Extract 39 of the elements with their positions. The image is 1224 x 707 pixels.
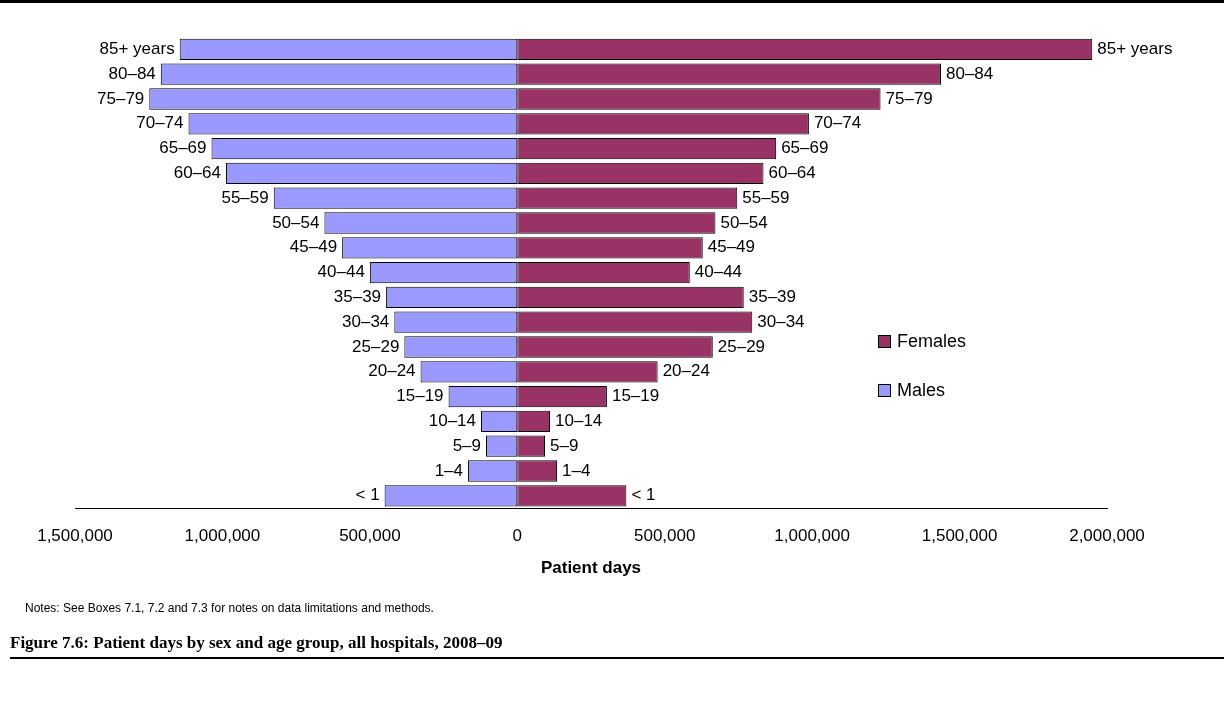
category-label: 25–29 <box>352 336 400 356</box>
legend-label: Females <box>897 331 967 352</box>
category-label: 70–74 <box>136 113 184 133</box>
category-label: 45–49 <box>289 237 338 257</box>
category-label: 30–34 <box>342 311 390 331</box>
text: Figure 7.6: Patient days by sex and age group, all hospitals, 2008–09 <box>10 633 1224 659</box>
x-tick-label: 2,000,000 <box>1069 526 1145 546</box>
category-label: 65–69 <box>159 138 207 158</box>
category-label: 1–4 <box>434 460 464 480</box>
y-tick-label: 25–29 <box>717 336 766 356</box>
x-tick-label: 500,000 <box>339 526 401 546</box>
category-label: 50–54 <box>272 212 320 232</box>
x-tick-label: 1,500,000 <box>921 526 998 546</box>
category-label: 75–79 <box>885 88 933 108</box>
y-tick-label: 1–4 <box>562 460 591 480</box>
y-tick-label: 30–34 <box>757 311 805 331</box>
category-label: 20–24 <box>368 361 416 381</box>
x-axis-title: Patient days <box>540 558 642 578</box>
category-label: 40–44 <box>317 262 365 282</box>
x-tick-label: 1,000,000 <box>774 526 850 546</box>
category-label: 10–14 <box>428 411 477 431</box>
x-tick-label: 1,500,000 <box>37 526 113 546</box>
y-tick-label: 5–9 <box>550 435 579 455</box>
category-label: 55–59 <box>221 187 269 207</box>
y-tick-label: 50–54 <box>720 212 768 232</box>
category-label: 15–19 <box>396 386 444 406</box>
x-tick-label: 500,000 <box>633 526 696 546</box>
category-label: < 1 <box>355 485 380 505</box>
x-tick-label: 1,000,000 <box>184 526 261 546</box>
category-label: 5–9 <box>452 435 482 455</box>
legend-label: Males <box>897 380 946 401</box>
x-tick-label: 0 <box>512 526 523 546</box>
y-tick-label: 35–39 <box>748 287 797 307</box>
category-label: 35–39 <box>333 287 382 307</box>
y-tick-label: 45–49 <box>707 237 756 257</box>
category-label: 85+ years <box>1097 39 1173 59</box>
y-tick-label: 10–14 <box>555 411 603 431</box>
text: Notes: See Boxes 7.1, 7.2 and 7.3 for notes on data limitations and methods. <box>25 601 434 615</box>
category-label: 60–64 <box>173 163 221 183</box>
